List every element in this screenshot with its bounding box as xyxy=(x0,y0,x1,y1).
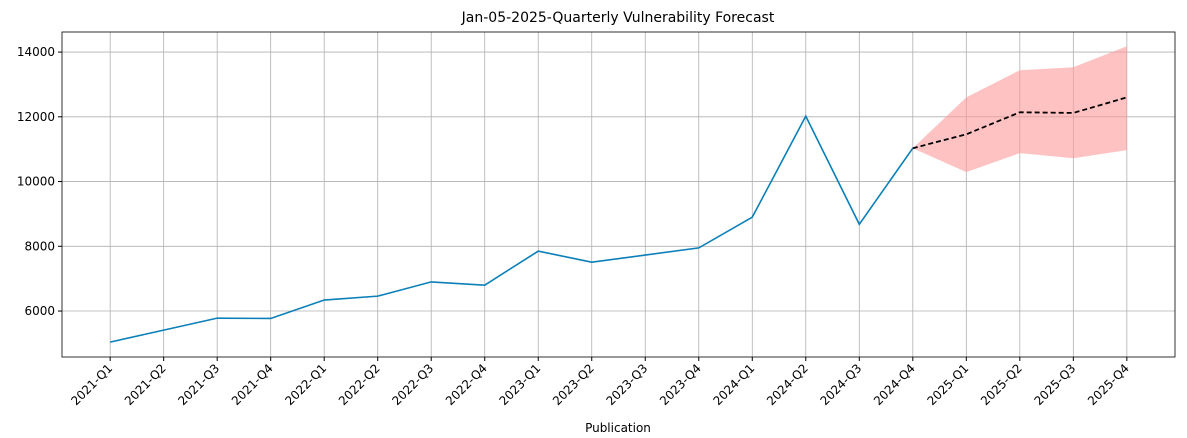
x-tick-label: 2023-Q4 xyxy=(657,361,704,408)
x-tick-label: 2022-Q1 xyxy=(282,361,329,408)
x-tick-label: 2023-Q1 xyxy=(496,361,543,408)
line-series xyxy=(912,96,1128,150)
chart-title: Jan-05-2025-Quarterly Vulnerability Fore… xyxy=(461,10,775,26)
x-tick-label: 2024-Q1 xyxy=(710,361,757,408)
plot-frame xyxy=(61,31,1176,358)
y-tick-label: 8000 xyxy=(24,239,55,253)
x-axis-label: Publication xyxy=(585,421,651,435)
y-tick-label: 6000 xyxy=(24,304,55,318)
x-tick-label: 2022-Q3 xyxy=(389,361,436,408)
x-tick-label: 2025-Q4 xyxy=(1085,361,1132,408)
x-tick-label: 2024-Q3 xyxy=(817,361,864,408)
x-tick-label: 2025-Q1 xyxy=(924,361,971,408)
x-tick-label: 2025-Q3 xyxy=(1032,361,1079,408)
x-tick-label: 2022-Q4 xyxy=(443,361,490,408)
x-tick-label: 2022-Q2 xyxy=(336,361,383,408)
confidence-band xyxy=(912,46,1127,173)
x-tick-label: 2021-Q2 xyxy=(122,361,169,408)
x-tick-label: 2024-Q2 xyxy=(764,361,811,408)
x-tick-label: 2025-Q2 xyxy=(978,361,1025,408)
line-series xyxy=(109,114,914,343)
x-tick-label: 2021-Q4 xyxy=(229,361,276,408)
x-tick-label: 2023-Q2 xyxy=(550,361,597,408)
y-tick-label: 14000 xyxy=(17,45,55,59)
x-tick-label: 2021-Q3 xyxy=(175,361,222,408)
y-tick-label: 12000 xyxy=(17,110,55,124)
x-tick-label: 2023-Q3 xyxy=(603,361,650,408)
x-tick-label: 2024-Q4 xyxy=(871,361,918,408)
y-tick-label: 10000 xyxy=(17,175,55,189)
x-tick-label: 2021-Q1 xyxy=(68,361,115,408)
